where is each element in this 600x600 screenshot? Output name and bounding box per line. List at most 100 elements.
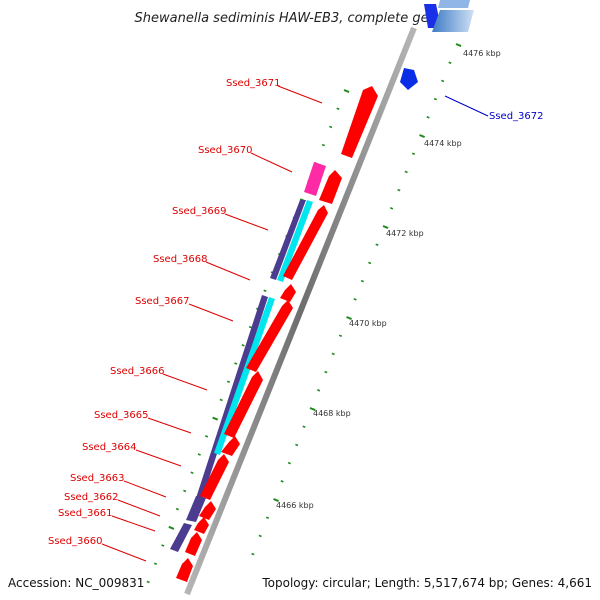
cds-ssed-3666 [224, 371, 263, 438]
outer-scale-tick-18 [324, 370, 328, 374]
gene-label-ssed-3666[interactable]: Ssed_3666 [110, 366, 165, 377]
outer-scale-tick-4 [426, 116, 430, 119]
gene-label-ssed-3664[interactable]: Ssed_3664 [82, 442, 137, 453]
inner-scale-tick-3 [321, 143, 325, 147]
reverse-feature-top-c [438, 0, 470, 8]
forward-strand-features [176, 86, 378, 582]
inner-scale-tick-15 [234, 362, 238, 365]
inner-scale-tick-22 [183, 489, 187, 493]
inner-scale-tick-26 [153, 562, 158, 565]
tick-label-4466: 4466 kbp [276, 501, 314, 510]
leader-ssed-3665 [147, 417, 192, 434]
outer-scale-tick-8 [397, 188, 401, 192]
leader-ssed-3670 [250, 152, 293, 173]
reverse-feature-top-b [432, 10, 474, 32]
gene-label-ssed-3661[interactable]: Ssed_3661 [58, 508, 113, 519]
accession-text: Accession: NC_009831 [8, 576, 144, 590]
cds-ssed-3671 [341, 86, 378, 158]
cds-ssed-3660 [176, 558, 193, 582]
reverse-cds-ssed-3672 [400, 68, 418, 90]
leader-ssed-3664 [135, 449, 182, 467]
gene-leader-lines [101, 85, 489, 562]
similarity-tracks [170, 200, 313, 552]
outer-scale-tick-13 [360, 279, 364, 283]
genome-backbone [184, 26, 417, 596]
genome-summary-text: Topology: circular; Length: 5,517,674 bp… [261, 576, 592, 590]
blast-dark-segment-2 [196, 295, 268, 500]
map-title: Shewanella sediminis HAW-EB3, complete g… [135, 11, 466, 26]
gene-label-ssed-3671[interactable]: Ssed_3671 [226, 78, 281, 89]
inner-scale-tick-17 [219, 398, 223, 402]
inner-scale-tick-1 [336, 107, 340, 110]
gene-label-ssed-3665[interactable]: Ssed_3665 [94, 410, 149, 421]
outer-scale-tick-27 [258, 534, 262, 538]
gene-label-ssed-3667[interactable]: Ssed_3667 [135, 296, 190, 307]
outer-scale-tick-23 [287, 461, 291, 465]
outer-scale-tick-15 [346, 316, 352, 321]
outer-scale-tick-24 [280, 480, 284, 483]
inner-scale-tick-20 [197, 453, 201, 456]
outer-scale-tick-20 [309, 407, 316, 412]
cds-ssed-3669 [283, 205, 328, 280]
blast-light-segment-2 [214, 297, 275, 455]
gene-label-ssed-3672[interactable]: Ssed_3672 [489, 111, 544, 122]
cds-ssed-3667 [246, 300, 293, 372]
inner-scale-tick-23 [175, 507, 179, 511]
gene-label-ssed-3660[interactable]: Ssed_3660 [48, 536, 103, 547]
leader-ssed-3666 [162, 373, 208, 391]
outer-scale-tick-19 [317, 389, 321, 392]
outer-scale-tick-28 [251, 552, 255, 556]
leader-ssed-3672 [444, 95, 489, 117]
tick-label-4474: 4474 kbp [424, 139, 462, 148]
blast-dark-segment-1 [270, 200, 306, 280]
gene-label-ssed-3670[interactable]: Ssed_3670 [198, 145, 253, 156]
outer-scale-tick-1 [448, 61, 452, 64]
leader-ssed-3669 [224, 213, 269, 231]
kbp-ticks [146, 43, 462, 584]
outer-scale-tick-22 [295, 443, 299, 447]
cds-ssed-3664 [200, 454, 229, 500]
inner-scale-tick-18 [212, 416, 219, 421]
cds-ssed-3663 [199, 501, 216, 520]
tick-label-4468: 4468 kbp [313, 409, 351, 418]
gene-label-ssed-3668[interactable]: Ssed_3668 [153, 254, 208, 265]
leader-ssed-3662 [117, 499, 161, 517]
outer-scale-tick-3 [433, 97, 437, 101]
outer-scale-tick-7 [404, 170, 408, 174]
outer-scale-tick-9 [390, 207, 394, 210]
outer-scale-tick-10 [382, 225, 389, 230]
outer-scale-tick-2 [441, 79, 445, 83]
inner-scale-tick-0 [343, 89, 350, 94]
gene-label-ssed-3663[interactable]: Ssed_3663 [70, 473, 125, 484]
cds-ssed-3668 [280, 284, 296, 302]
kbp-tick-labels: 4476 kbp 4474 kbp 4472 kbp 4470 kbp 4468… [276, 49, 501, 510]
reverse-strand-features [400, 0, 474, 90]
cds-ssed-3665 [221, 436, 240, 456]
cds-ssed-3670b [319, 170, 342, 204]
cds-ssed-3661 [185, 532, 202, 556]
rna-ssed-3670 [304, 162, 326, 196]
blast-dark-segment-4 [170, 523, 192, 552]
outer-scale-tick-25 [273, 498, 279, 503]
inner-scale-tick-2 [329, 125, 333, 129]
gene-label-ssed-3662[interactable]: Ssed_3662 [64, 492, 119, 503]
tick-label-4470: 4470 kbp [349, 319, 387, 328]
leader-ssed-3667 [188, 303, 234, 322]
outer-scale-tick-17 [331, 352, 335, 356]
outer-scale-tick-21 [302, 425, 306, 428]
blast-dark-segment-3 [186, 496, 206, 522]
tick-label-4472: 4472 kbp [386, 229, 424, 238]
inner-scale-tick-21 [190, 471, 194, 474]
inner-scale-tick-16 [226, 380, 231, 383]
inner-scale-tick-11 [263, 289, 267, 292]
outer-scale-tick-12 [368, 261, 372, 265]
tick-label-4476: 4476 kbp [463, 49, 501, 58]
inner-scale-tick-14 [241, 344, 245, 347]
outer-scale-tick-26 [265, 516, 270, 519]
leader-ssed-3668 [205, 261, 251, 281]
gene-label-ssed-3669[interactable]: Ssed_3669 [172, 206, 227, 217]
leader-ssed-3663 [123, 480, 167, 498]
outer-scale-tick-5 [419, 134, 425, 139]
cds-ssed-3662 [194, 517, 209, 534]
